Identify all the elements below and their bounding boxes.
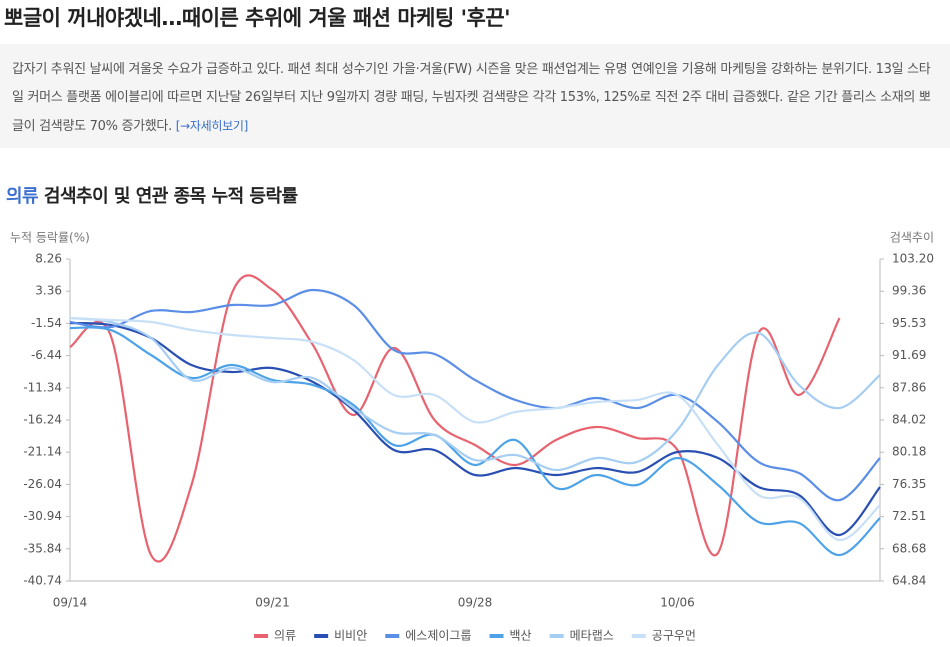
y2-axis-label: 검색추이 bbox=[890, 231, 934, 245]
x-tick-label: 09/14 bbox=[53, 596, 88, 610]
y-tick-label: -21.14 bbox=[23, 445, 62, 459]
y-tick-label: -40.74 bbox=[23, 574, 62, 588]
y2-tick-label: 76.35 bbox=[892, 477, 926, 491]
series-line bbox=[69, 274, 841, 563]
title-highlight: 의류 bbox=[6, 186, 39, 207]
y2-tick-label: 68.68 bbox=[892, 541, 926, 555]
y2-tick-label: 95.53 bbox=[892, 316, 926, 330]
y2-tick-label: 84.02 bbox=[892, 413, 926, 427]
x-tick-label: 09/21 bbox=[255, 596, 290, 610]
y2-tick-label: 103.20 bbox=[892, 252, 934, 266]
y-tick-label: 8.26 bbox=[35, 252, 62, 266]
legend-label: 에스제이그룹 bbox=[405, 629, 471, 643]
series-line bbox=[69, 288, 881, 502]
x-tick-label: 10/06 bbox=[660, 596, 695, 610]
y-tick-label: -30.94 bbox=[23, 509, 62, 523]
y2-tick-label: 80.18 bbox=[892, 445, 926, 459]
y-tick-label: -35.84 bbox=[23, 541, 62, 555]
article-text: 갑자기 추워진 날씨에 겨울옷 수요가 급증하고 있다. 패션 최대 성수기인 … bbox=[12, 62, 931, 134]
y2-tick-label: 87.86 bbox=[892, 380, 926, 394]
title-text: 검색추이 및 연관 종목 누적 등락률 bbox=[43, 186, 298, 207]
legend-label: 공구우먼 bbox=[652, 629, 696, 643]
legend-label: 비비안 bbox=[334, 629, 367, 643]
y-axis-label: 누적 등락률(%) bbox=[10, 231, 90, 245]
more-link[interactable]: [→자세히보기] bbox=[175, 119, 249, 133]
y-tick-label: -6.44 bbox=[31, 348, 62, 362]
y2-tick-label: 64.84 bbox=[892, 574, 926, 588]
y-tick-label: -11.34 bbox=[23, 380, 62, 394]
series-line bbox=[69, 326, 881, 557]
y-tick-label: 3.36 bbox=[35, 284, 62, 298]
y-tick-label: -16.24 bbox=[23, 413, 62, 427]
series-line bbox=[69, 321, 881, 537]
y-tick-label: -26.04 bbox=[23, 477, 62, 491]
y-tick-label: -1.54 bbox=[31, 316, 62, 330]
y2-tick-label: 99.36 bbox=[892, 284, 926, 298]
headline: 뽀글이 꺼내야겠네…때이른 추위에 겨울 패션 마케팅 '후끈' bbox=[4, 6, 511, 30]
y2-tick-label: 91.69 bbox=[892, 348, 926, 362]
chart-title: 의류 검색추이 및 연관 종목 누적 등락률 bbox=[6, 182, 298, 208]
x-tick-label: 09/28 bbox=[458, 596, 493, 610]
series-line bbox=[69, 316, 881, 542]
legend-label: 백산 bbox=[510, 629, 532, 643]
series-line bbox=[69, 316, 881, 472]
legend-label: 메타랩스 bbox=[570, 629, 614, 643]
article: 갑자기 추워진 날씨에 겨울옷 수요가 급증하고 있다. 패션 최대 성수기인 … bbox=[0, 44, 950, 148]
legend-label: 의류 bbox=[274, 629, 296, 643]
y2-tick-label: 72.51 bbox=[892, 509, 926, 523]
